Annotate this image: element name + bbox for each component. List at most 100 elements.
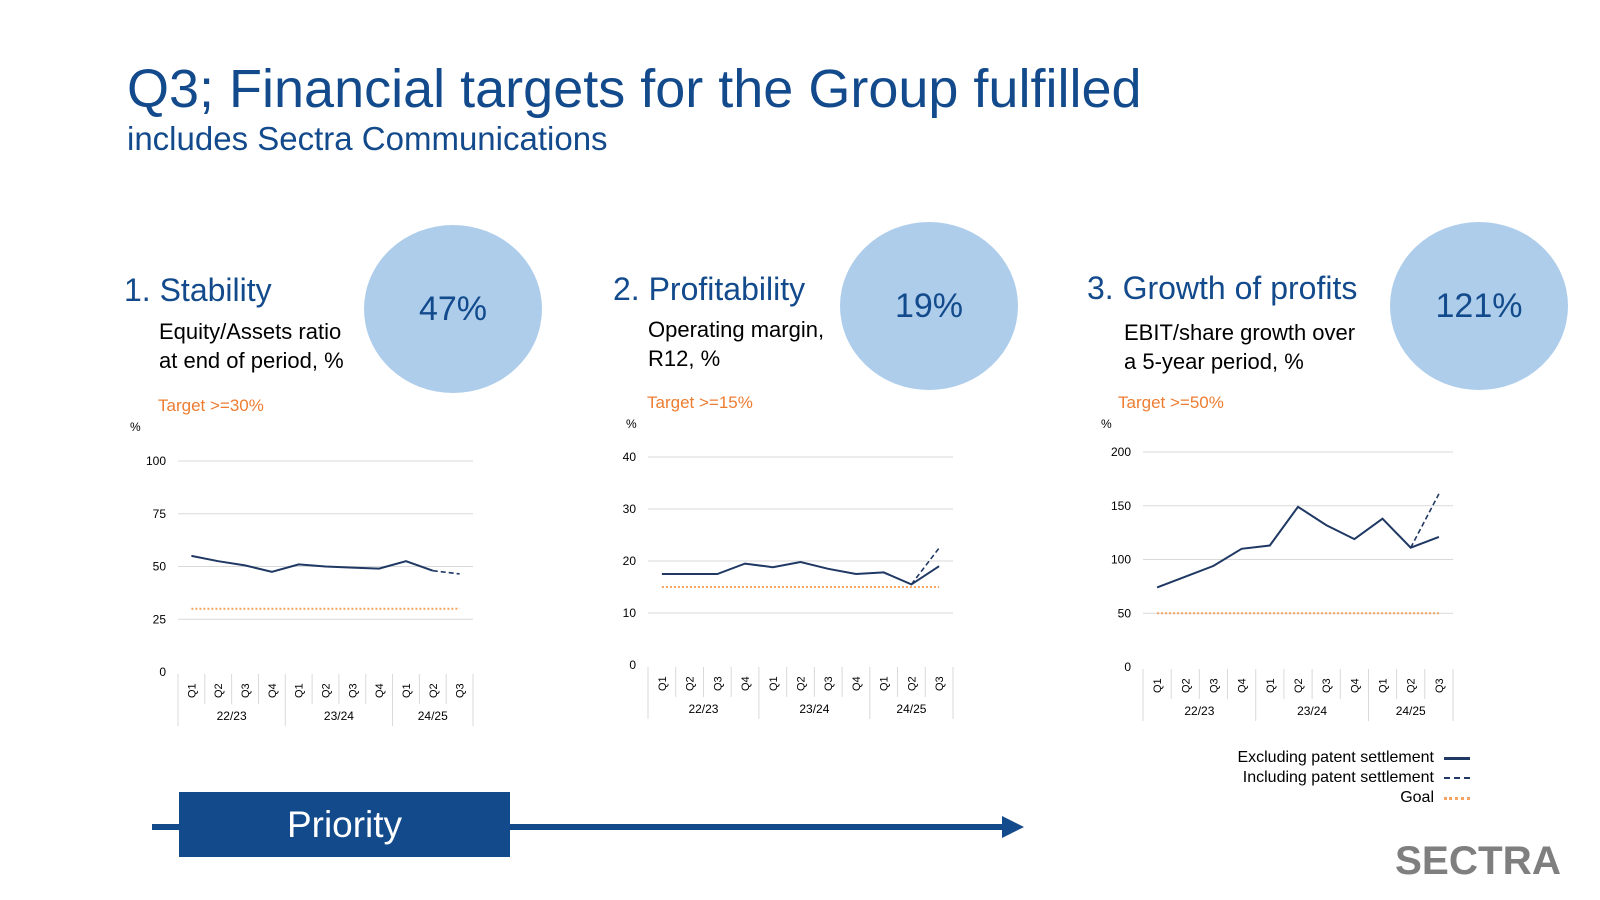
chart-legend: Excluding patent settlement Including pa… [1140,748,1470,808]
x-group-label: 23/24 [324,709,354,723]
x-tick-label: Q1 [1265,678,1277,693]
chart-stability: % 0 25 50 75 100 Q1 Q2 Q3 Q4 Q1 Q2 Q3 Q4 Q1 Q2 Q3 22/23 23… [130,420,474,726]
legend-label: Goal [1400,789,1434,806]
dotted-line-swatch [1444,796,1470,800]
x-tick-label: Q2 [1293,678,1305,693]
x-tick-label: Q2 [685,676,697,691]
x-group-label: 22/23 [688,702,718,716]
priority-label: Priority [286,803,403,845]
kpi-circle-stability: 47% [364,225,542,393]
x-group-label: 23/24 [1297,704,1327,718]
x-tick-label: Q2 [906,676,918,691]
x-tick-label: Q4 [851,676,863,691]
legend-label: Excluding patent settlement [1237,749,1434,766]
description-line: a 5-year period, % [1124,349,1304,374]
chart-growth: % 0 50 100 150 200 Q1 Q2 Q3 Q4 Q1 Q2 Q3 Q4 Q1 Q2 Q3 22/23… [1101,417,1454,721]
x-group-label: 22/23 [1184,704,1214,718]
x-tick-label: Q2 [321,683,333,698]
x-tick-label: Q3 [712,676,724,691]
x-tick-label: Q2 [1406,678,1418,693]
x-tick-label: Q1 [657,676,669,691]
x-group-label: 24/25 [418,709,448,723]
x-tick-label: Q4 [1349,678,1361,693]
chart-profitability: % 0 10 20 30 40 Q1 Q2 Q3 Q4 Q1 Q2 Q3 Q4 Q1 Q2 Q3 22/23 23/… [623,417,954,719]
panel-description-stability: Equity/Assets ratio at end of period, % [159,317,344,375]
series-line-including [910,547,940,585]
x-tick-label: Q1 [768,676,780,691]
x-tick-label: Q1 [401,683,413,698]
kpi-value: 47% [418,289,488,328]
x-tick-label: Q1 [294,683,306,698]
legend-item-excluding: Excluding patent settlement [1140,748,1470,768]
slide-subtitle: includes Sectra Communications [127,120,608,157]
x-group-label: 24/25 [1396,704,1426,718]
x-tick-label: Q3 [240,683,252,698]
description-line: Equity/Assets ratio [159,319,342,344]
x-tick-label: Q4 [740,676,752,691]
x-tick-label: Q4 [374,683,386,698]
y-tick-label: 50 [1118,606,1132,620]
y-tick-label: 150 [1111,499,1131,513]
priority-arrow-line [152,824,1012,830]
y-tick-label: 100 [146,454,166,468]
x-tick-label: Q3 [455,683,467,698]
x-tick-label: Q2 [213,683,225,698]
panel-description-growth: EBIT/share growth over a 5-year period, … [1124,318,1355,376]
description-line: EBIT/share growth over [1124,320,1356,345]
series-line-including [1409,493,1440,549]
kpi-circle-profitability: 19% [840,222,1018,390]
series-line-including [432,569,460,575]
series-line-excluding [191,554,434,573]
x-group-label: 24/25 [896,702,926,716]
y-tick-label: 200 [1111,445,1131,459]
target-label-stability: Target >=30% [158,396,264,415]
y-tick-label: 100 [1111,553,1131,567]
kpi-value: 19% [894,286,964,325]
x-tick-label: Q2 [1180,678,1192,693]
y-tick-label: 75 [153,507,167,521]
description-line: at end of period, % [159,348,344,373]
x-tick-label: Q3 [934,676,946,691]
series-line-excluding [661,560,940,586]
priority-banner: Priority [179,792,510,857]
arrow-right-icon [1002,816,1024,838]
x-tick-label: Q3 [823,676,835,691]
kpi-circle-growth: 121% [1390,222,1568,390]
x-tick-label: Q1 [879,676,891,691]
x-tick-label: Q3 [347,683,359,698]
y-tick-label: 25 [153,612,167,626]
panel-heading-growth: 3. Growth of profits [1087,270,1358,306]
logo-text: SECTRA [1395,839,1561,882]
panel-description-profitability: Operating margin, R12, % [648,315,824,373]
dashed-line-swatch [1444,777,1470,779]
panel-heading-profitability: 2. Profitability [613,271,806,307]
x-group-label: 23/24 [799,702,829,716]
x-tick-label: Q4 [267,683,279,698]
x-tick-label: Q2 [796,676,808,691]
panel-heading-stability: 1. Stability [124,272,272,308]
solid-line-swatch [1444,756,1470,760]
y-tick-label: 50 [153,560,167,574]
kpi-value: 121% [1435,286,1523,325]
x-tick-label: Q1 [1378,678,1390,693]
legend-item-including: Including patent settlement [1140,768,1470,788]
x-tick-label: Q3 [1434,678,1446,693]
slide-title: Q3; Financial targets for the Group fulf… [127,59,1142,119]
legend-label: Including patent settlement [1242,769,1434,786]
sectra-logo: SECTRA [1395,839,1561,882]
y-tick-label: 0 [629,658,636,672]
description-line: Operating margin, [648,317,825,342]
target-label-growth: Target >=50% [1118,393,1224,412]
y-tick-label: 0 [159,665,166,679]
legend-item-goal: Goal [1140,788,1470,808]
y-tick-label: 40 [623,450,637,464]
series-line-excluding [1156,505,1440,589]
x-tick-label: Q1 [1152,678,1164,693]
target-label-profitability: Target >=15% [647,393,753,412]
y-axis-unit-label: % [626,417,637,431]
description-line: R12, % [648,346,721,371]
x-tick-label: Q4 [1237,678,1249,693]
x-tick-label: Q1 [186,683,198,698]
y-axis-unit-label: % [130,420,141,434]
y-tick-label: 20 [623,554,637,568]
